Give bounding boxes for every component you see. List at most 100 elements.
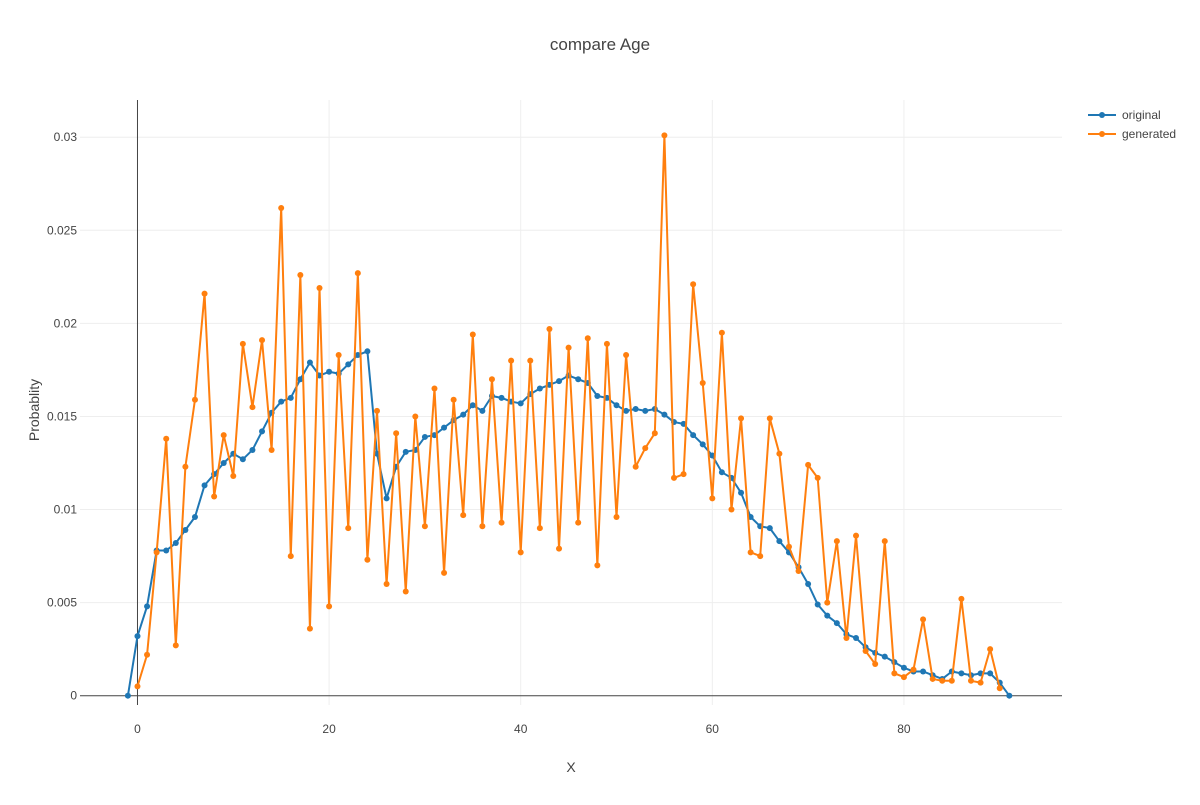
data-point-original[interactable]	[460, 411, 467, 418]
data-point-generated[interactable]	[814, 474, 821, 481]
data-point-generated[interactable]	[517, 549, 524, 556]
data-point-original[interactable]	[766, 525, 773, 532]
data-point-generated[interactable]	[287, 553, 294, 560]
data-point-generated[interactable]	[460, 512, 467, 519]
data-point-generated[interactable]	[967, 677, 974, 684]
data-point-original[interactable]	[690, 432, 697, 439]
data-point-generated[interactable]	[623, 352, 630, 359]
data-point-original[interactable]	[479, 407, 486, 414]
series-line-generated[interactable]	[136, 134, 1001, 689]
data-point-original[interactable]	[987, 670, 994, 677]
data-point-generated[interactable]	[833, 538, 840, 545]
data-point-original[interactable]	[556, 378, 563, 385]
data-point-generated[interactable]	[642, 445, 649, 452]
data-point-generated[interactable]	[747, 549, 754, 556]
data-point-generated[interactable]	[374, 407, 380, 414]
data-point-original[interactable]	[306, 359, 313, 366]
data-point-generated[interactable]	[268, 446, 275, 453]
data-point-original[interactable]	[699, 441, 706, 448]
data-point-original[interactable]	[345, 361, 352, 368]
data-point-generated[interactable]	[670, 474, 677, 481]
data-point-generated[interactable]	[910, 666, 917, 673]
data-point-generated[interactable]	[805, 461, 812, 468]
data-point-original[interactable]	[920, 668, 927, 675]
data-point-generated[interactable]	[536, 525, 543, 532]
data-point-original[interactable]	[1006, 692, 1013, 699]
data-point-generated[interactable]	[479, 523, 486, 530]
data-point-generated[interactable]	[728, 506, 735, 513]
data-point-original[interactable]	[517, 400, 524, 407]
data-point-generated[interactable]	[881, 538, 888, 545]
data-point-original[interactable]	[402, 448, 409, 455]
data-point-generated[interactable]	[259, 337, 266, 344]
data-point-original[interactable]	[172, 540, 179, 547]
data-point-generated[interactable]	[843, 634, 850, 641]
data-point-generated[interactable]	[613, 513, 620, 520]
data-point-generated[interactable]	[824, 599, 831, 606]
data-point-generated[interactable]	[699, 379, 706, 386]
data-point-original[interactable]	[623, 407, 630, 414]
data-point-generated[interactable]	[632, 463, 639, 470]
data-point-original[interactable]	[259, 428, 266, 435]
data-point-original[interactable]	[354, 352, 361, 359]
data-point-generated[interactable]	[393, 430, 400, 437]
data-point-original[interactable]	[853, 634, 860, 641]
data-point-generated[interactable]	[354, 270, 361, 277]
data-point-original[interactable]	[124, 692, 131, 699]
data-point-generated[interactable]	[402, 588, 409, 595]
data-point-original[interactable]	[201, 482, 208, 489]
data-point-generated[interactable]	[345, 525, 352, 532]
data-point-generated[interactable]	[680, 471, 687, 478]
data-point-original[interactable]	[498, 394, 505, 401]
data-point-generated[interactable]	[603, 340, 610, 347]
data-point-generated[interactable]	[230, 473, 237, 480]
data-point-generated[interactable]	[757, 553, 764, 560]
data-point-original[interactable]	[738, 489, 745, 496]
data-point-generated[interactable]	[872, 661, 879, 668]
data-point-generated[interactable]	[431, 385, 438, 392]
data-point-generated[interactable]	[239, 340, 246, 347]
data-point-original[interactable]	[364, 348, 371, 355]
data-point-generated[interactable]	[900, 674, 907, 681]
data-point-original[interactable]	[287, 394, 294, 401]
data-point-generated[interactable]	[278, 204, 285, 211]
data-point-generated[interactable]	[316, 285, 323, 292]
data-point-original[interactable]	[278, 398, 285, 405]
data-point-original[interactable]	[594, 392, 601, 399]
data-point-original[interactable]	[144, 603, 151, 610]
data-point-generated[interactable]	[651, 430, 658, 437]
data-point-generated[interactable]	[709, 495, 716, 502]
data-point-generated[interactable]	[527, 357, 534, 364]
data-point-original[interactable]	[718, 469, 725, 476]
data-point-original[interactable]	[881, 653, 888, 660]
data-point-original[interactable]	[469, 402, 476, 409]
data-point-generated[interactable]	[383, 581, 390, 587]
data-point-generated[interactable]	[958, 595, 965, 602]
data-point-generated[interactable]	[584, 335, 591, 342]
data-point-generated[interactable]	[421, 523, 428, 530]
data-point-generated[interactable]	[862, 648, 869, 655]
data-point-original[interactable]	[536, 385, 543, 392]
data-point-generated[interactable]	[939, 677, 946, 684]
data-point-original[interactable]	[383, 495, 390, 502]
data-point-original[interactable]	[163, 547, 170, 554]
data-point-generated[interactable]	[565, 344, 572, 351]
data-point-generated[interactable]	[211, 493, 218, 500]
data-point-generated[interactable]	[306, 625, 313, 632]
data-point-generated[interactable]	[326, 603, 333, 610]
data-point-original[interactable]	[613, 402, 620, 409]
legend-item-original[interactable]: original	[1088, 108, 1161, 122]
data-point-generated[interactable]	[249, 404, 256, 411]
data-point-generated[interactable]	[191, 396, 198, 403]
data-point-generated[interactable]	[785, 543, 792, 550]
data-point-generated[interactable]	[929, 675, 936, 682]
data-point-original[interactable]	[958, 670, 965, 677]
data-point-generated[interactable]	[508, 357, 515, 364]
data-point-generated[interactable]	[594, 562, 601, 569]
legend[interactable]: original generated	[1088, 108, 1176, 141]
data-point-generated[interactable]	[920, 616, 927, 623]
data-point-original[interactable]	[632, 406, 639, 413]
data-point-generated[interactable]	[134, 683, 141, 690]
data-point-generated[interactable]	[335, 352, 342, 359]
data-point-generated[interactable]	[546, 325, 553, 332]
